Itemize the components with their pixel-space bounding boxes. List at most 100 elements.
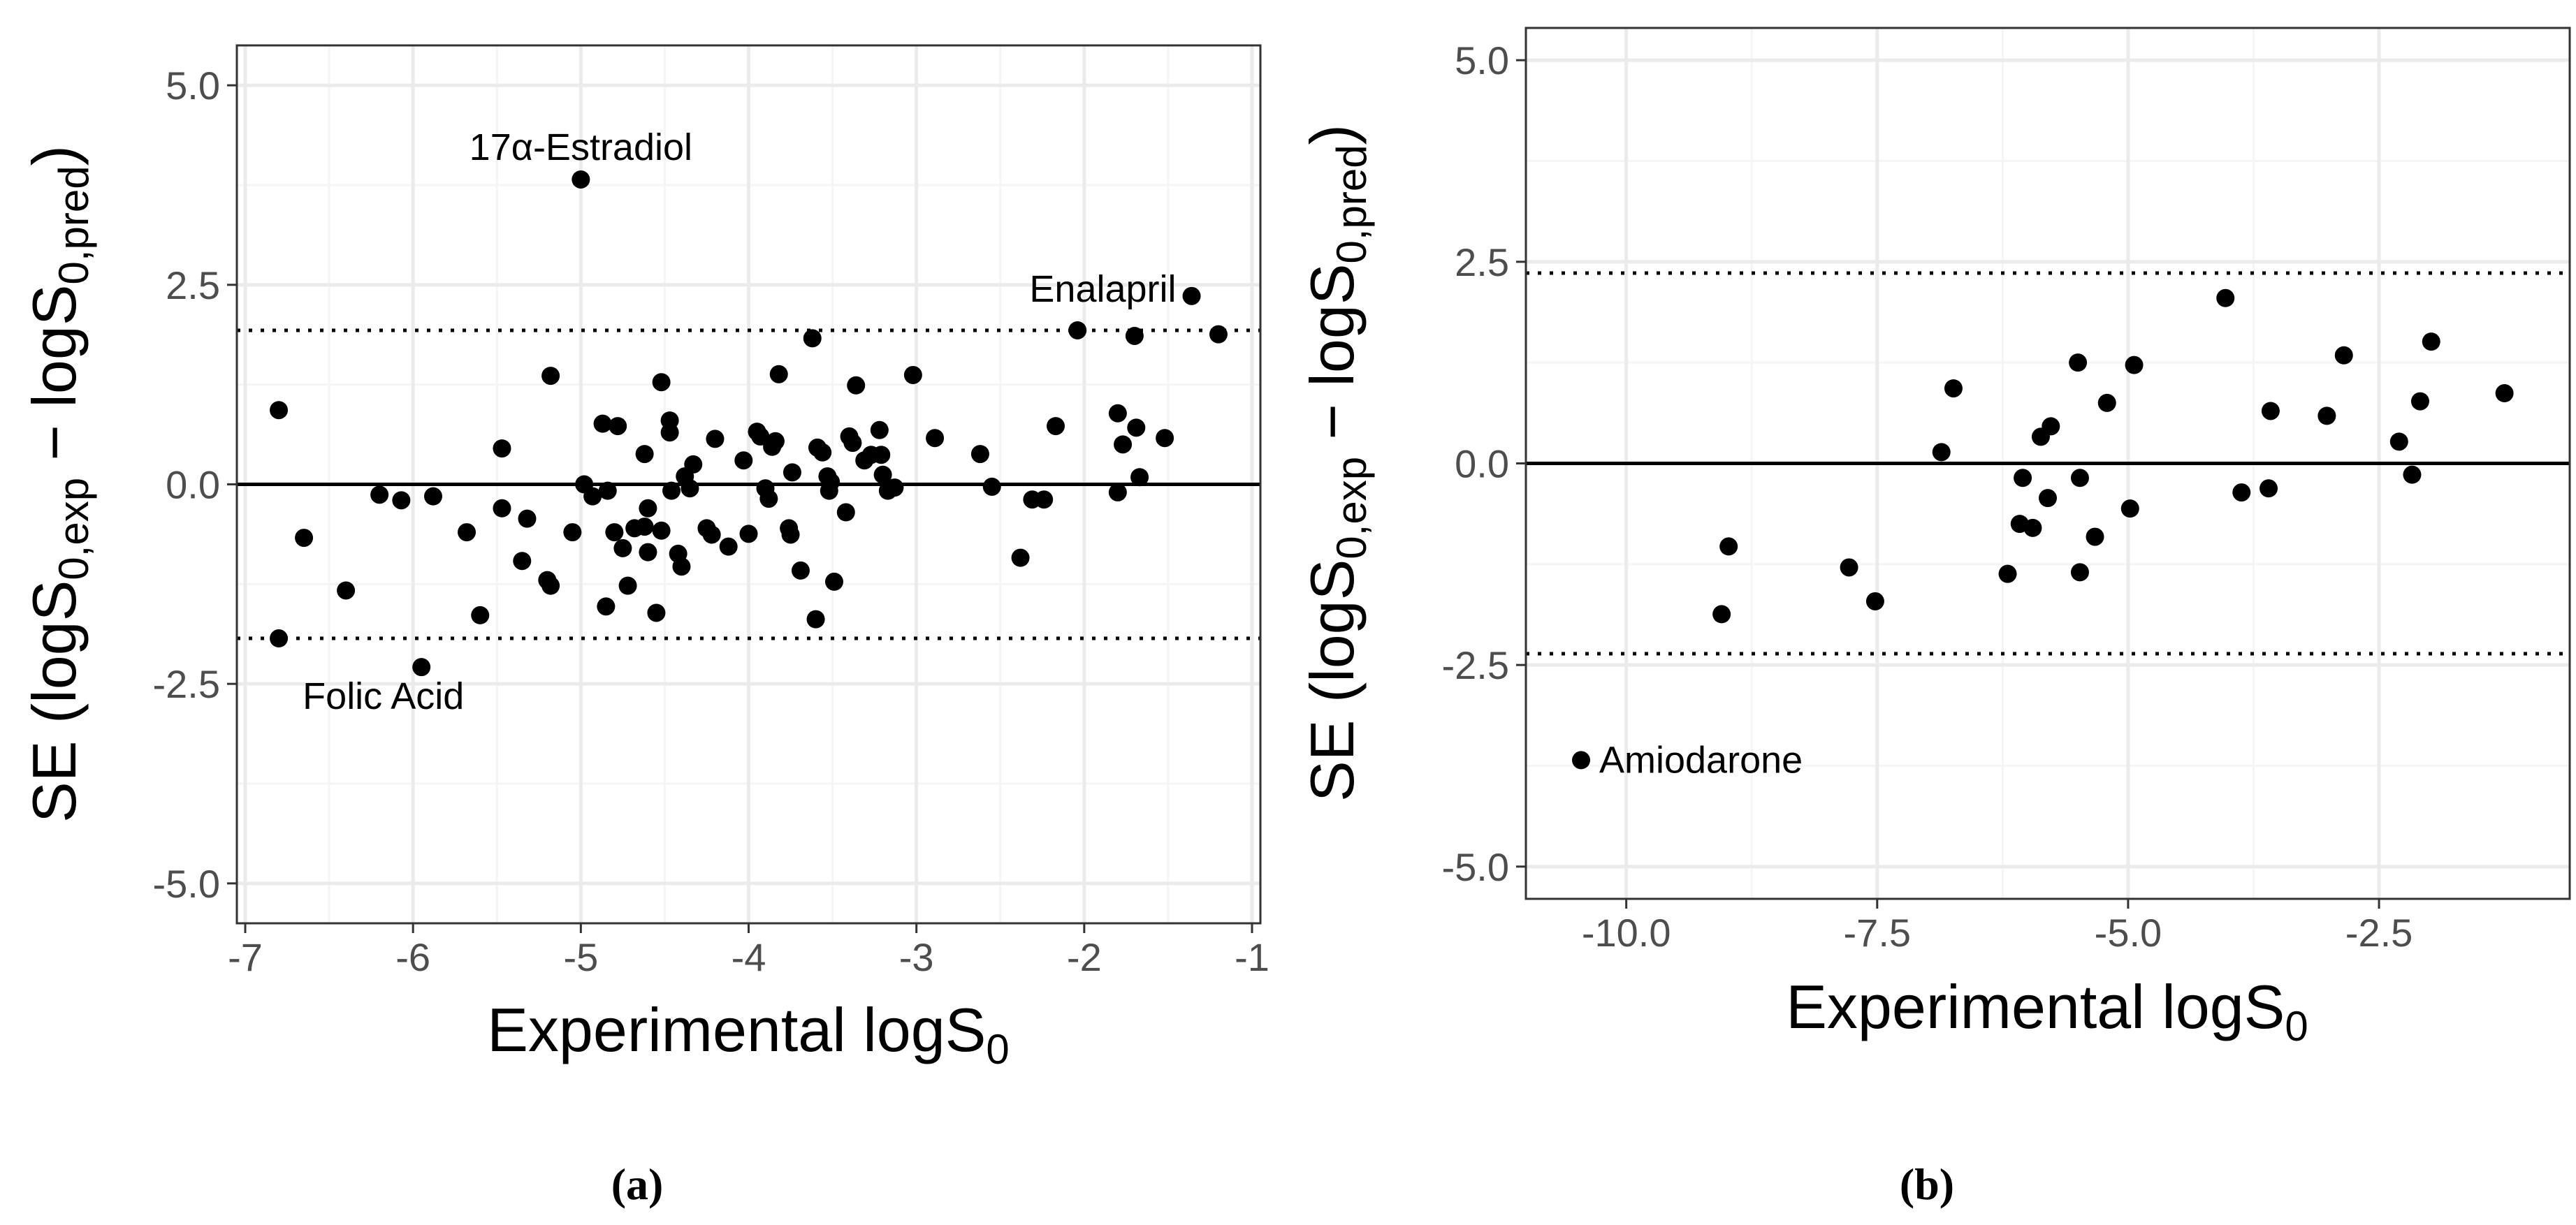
- x-tick-label: -5.0: [2095, 911, 2162, 955]
- data-point: [766, 432, 785, 450]
- panel-a-points: [270, 170, 1228, 677]
- data-point: [2261, 402, 2280, 420]
- data-point: [847, 376, 866, 395]
- data-point: [2039, 489, 2057, 508]
- data-point: [1035, 490, 1054, 509]
- data-point: [660, 423, 679, 442]
- data-point: [1209, 325, 1228, 344]
- data-point: [1125, 326, 1144, 345]
- y-tick-label: 5.0: [1455, 38, 1509, 82]
- data-point: [370, 485, 389, 504]
- y-tick-label: 0.0: [166, 463, 220, 507]
- data-point: [1998, 564, 2017, 583]
- data-point: [1719, 537, 1738, 556]
- x-tick-label: -6: [395, 935, 430, 979]
- data-point: [813, 443, 832, 462]
- data-point: [2042, 417, 2060, 436]
- data-point: [613, 538, 632, 557]
- y-tick-label: -2.5: [153, 662, 221, 706]
- data-point: [2125, 355, 2144, 374]
- data-point: [412, 658, 431, 677]
- data-point: [423, 487, 442, 506]
- data-point: [337, 581, 356, 600]
- data-point: [803, 329, 822, 348]
- x-tick-label: -5: [563, 935, 598, 979]
- data-point: [903, 365, 922, 384]
- data-point: [662, 481, 681, 500]
- data-point: [652, 373, 671, 392]
- data-point: [493, 439, 511, 458]
- data-point: [885, 478, 904, 497]
- data-point: [824, 572, 843, 591]
- point-annotation: Folic Acid: [303, 675, 464, 717]
- data-point: [1108, 404, 1127, 423]
- data-point: [270, 401, 289, 420]
- x-tick-label: -7: [228, 935, 263, 979]
- data-point: [1865, 592, 1884, 610]
- panel-b-label: (b): [1900, 1159, 1954, 1209]
- panel-b-x-axis-title: Experimental logS0: [1786, 972, 2308, 1050]
- data-point: [2334, 346, 2353, 365]
- data-point: [513, 552, 532, 571]
- point-annotation: Amiodarone: [1599, 739, 1803, 781]
- data-point: [2422, 332, 2440, 351]
- panel-a: -7 -6 -5 -4 -3 -2 -1 5.0 2.5 0.0 -2.5 -5.0 17α-Estr…: [20, 44, 1269, 1209]
- data-point: [639, 543, 657, 562]
- data-point: [1127, 418, 1146, 437]
- data-point: [2070, 469, 2089, 487]
- y-tick-label: 2.5: [166, 263, 220, 307]
- data-point: [1108, 483, 1127, 501]
- x-tick-label: -2.5: [2345, 911, 2413, 955]
- data-point: [1114, 435, 1133, 454]
- data-point: [635, 518, 654, 536]
- data-point: [605, 523, 624, 542]
- data-point: [982, 477, 1001, 496]
- data-point: [518, 509, 537, 528]
- data-point: [1712, 605, 1731, 624]
- x-tick-label: -3: [899, 935, 934, 979]
- data-point: [822, 473, 841, 492]
- data-point: [2317, 406, 2336, 425]
- panel-a-x-axis-title: Experimental logS0: [487, 995, 1010, 1073]
- data-point: [541, 367, 560, 386]
- data-point: [734, 451, 753, 470]
- data-point: [1932, 443, 1951, 462]
- data-point: [2023, 518, 2042, 537]
- x-tick-label: -4: [732, 935, 766, 979]
- data-point: [493, 499, 511, 518]
- data-point: [598, 481, 617, 500]
- data-point: [719, 537, 738, 556]
- data-point: [681, 479, 699, 498]
- data-point: [872, 446, 891, 464]
- panel-a-reference-lines: [237, 328, 1260, 640]
- panel-b-points: [1572, 288, 2514, 770]
- data-point: [791, 561, 810, 580]
- data-point: [806, 610, 825, 629]
- data-point: [295, 529, 314, 548]
- data-point: [270, 629, 289, 648]
- data-point: [541, 576, 560, 595]
- panel-b-axis-ticks: -10.0 -7.5 -5.0 -2.5 5.0 2.5 0.0 -2.5 -5.0: [1442, 38, 2413, 955]
- y-tick-label: 2.5: [1455, 240, 1509, 284]
- panel-b-annotations: Amiodarone: [1599, 739, 1803, 781]
- data-point: [458, 523, 476, 542]
- data-point: [618, 576, 637, 595]
- data-point: [563, 523, 582, 542]
- data-point: [1182, 286, 1201, 305]
- data-point: [739, 525, 758, 543]
- data-point: [2232, 483, 2251, 502]
- data-point: [647, 603, 666, 622]
- data-point: [702, 525, 721, 544]
- data-point: [639, 499, 657, 518]
- data-point: [1944, 379, 1963, 398]
- panel-a-label: (a): [611, 1159, 664, 1209]
- data-point: [1130, 468, 1149, 487]
- data-point: [684, 455, 703, 474]
- data-point: [2389, 432, 2408, 451]
- data-point: [583, 487, 602, 506]
- data-point: [751, 427, 770, 446]
- data-point: [572, 170, 590, 189]
- data-point: [926, 429, 945, 448]
- data-point: [2014, 469, 2032, 487]
- panel-b: -10.0 -7.5 -5.0 -2.5 5.0 2.5 0.0 -2.5 -5.0 Amiod…: [1297, 27, 2571, 1209]
